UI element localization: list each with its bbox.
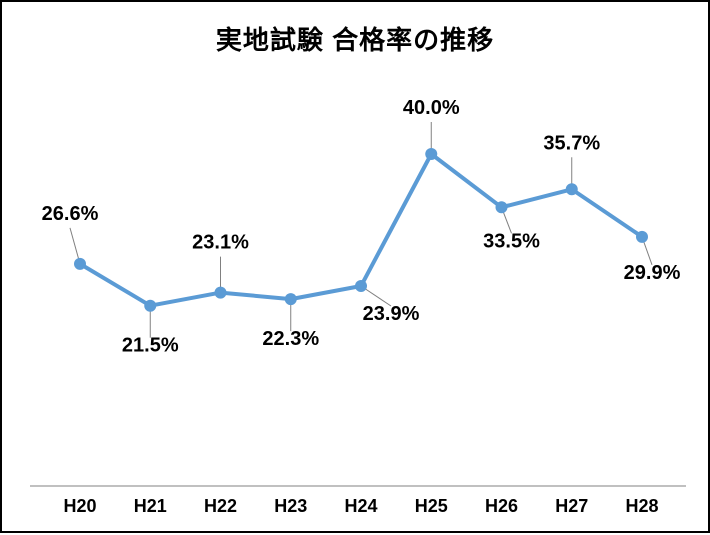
data-marker — [496, 201, 508, 213]
data-label: 21.5% — [122, 335, 179, 357]
data-marker — [74, 258, 86, 270]
x-axis-label: H22 — [204, 496, 237, 516]
data-label: 26.6% — [42, 203, 99, 225]
x-axis-label: H23 — [274, 496, 307, 516]
data-label: 40.0% — [403, 97, 460, 119]
data-marker — [636, 231, 648, 243]
chart-container: 実地試験 合格率の推移 26.6% 21.5% 23.1% 22.3% 23.9% 40.… — [0, 0, 710, 533]
data-label: 23.1% — [192, 232, 249, 254]
data-marker — [144, 300, 156, 312]
x-axis-label: H24 — [344, 496, 377, 516]
data-marker — [355, 280, 367, 292]
x-axis-label: H20 — [63, 496, 96, 516]
x-axis-label: H21 — [134, 496, 167, 516]
x-axis-label: H26 — [485, 496, 518, 516]
data-marker — [285, 293, 297, 305]
data-label: 33.5% — [483, 230, 540, 252]
data-label: 23.9% — [363, 303, 420, 325]
chart-title: 実地試験 合格率の推移 — [2, 20, 708, 57]
line-chart: 26.6% 21.5% 23.1% 22.3% 23.9% 40.0% 33.5% 35.7%… — [2, 2, 710, 535]
data-label: 29.9% — [624, 262, 681, 284]
data-marker — [425, 148, 437, 160]
data-marker — [566, 183, 578, 195]
x-axis-label: H25 — [415, 496, 448, 516]
x-axis-label: H27 — [555, 496, 588, 516]
data-label: 35.7% — [543, 132, 600, 154]
data-label: 22.3% — [262, 328, 319, 350]
data-marker — [215, 287, 227, 299]
x-axis-label: H28 — [625, 496, 658, 516]
